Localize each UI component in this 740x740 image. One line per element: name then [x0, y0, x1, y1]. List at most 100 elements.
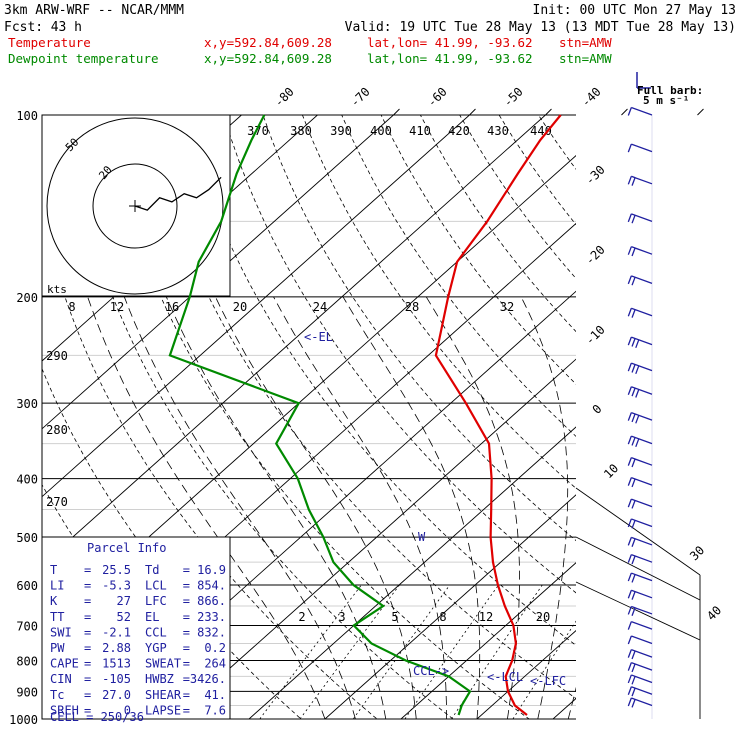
- wind-barb: [627, 213, 653, 224]
- isotherm-line: [324, 494, 576, 719]
- parcel-row-value: 1513: [102, 657, 131, 671]
- mixing-ratio-label: 32: [500, 300, 514, 314]
- isotherm-line: [172, 358, 576, 719]
- mixing-ratio-label: 28: [405, 300, 419, 314]
- wind-barb-flag: [627, 554, 632, 563]
- pressure-tick-label: 800: [16, 654, 38, 668]
- wind-barb: [627, 336, 653, 349]
- mixing-ratio-label: 5: [391, 610, 398, 624]
- dry-adiabat: [380, 115, 576, 385]
- wind-barb: [627, 143, 653, 153]
- parcel-row-equals: =: [84, 657, 91, 671]
- wind-barb-staff: [631, 143, 653, 153]
- isotherm-label: -10: [583, 323, 608, 348]
- wind-barb-flag: [627, 697, 632, 707]
- parcel-row-value: -2.1: [102, 625, 131, 639]
- parcel-row-equals: =: [183, 594, 190, 608]
- wind-barb-flag: [635, 438, 640, 448]
- theta-label: 400: [370, 124, 392, 138]
- isotherm-line: [42, 115, 470, 498]
- dewpoint-legend-latlon: lat,lon= 41.99, -93.62: [367, 51, 533, 66]
- wind-barb-flag: [627, 649, 632, 658]
- mixing-ratio-label: 3: [338, 610, 345, 624]
- el-annotation: <-EL: [304, 330, 333, 344]
- dry-adiabat: [578, 115, 740, 732]
- barb-legend-value: 5 m s⁻¹: [643, 94, 689, 107]
- parcel-row-equals: =: [183, 625, 190, 639]
- isotherm-extension: [575, 536, 701, 601]
- pressure-tick-label: 600: [16, 579, 38, 593]
- parcel-row-value: 832.: [197, 625, 226, 639]
- wind-barb-flag: [627, 606, 632, 615]
- parcel-row-value: 0: [124, 703, 131, 717]
- pressure-tick-label: 400: [16, 473, 38, 487]
- wind-barb: [627, 589, 653, 600]
- parcel-row-label: LI: [50, 579, 64, 593]
- isotherm-label: -60: [425, 85, 450, 110]
- wind-barb-flag: [627, 435, 632, 445]
- wind-barb: [627, 661, 653, 673]
- dry-adiabat: [262, 115, 576, 542]
- wind-barb-flag: [631, 607, 636, 617]
- moist-adiabat: [425, 296, 520, 719]
- wind-barb-flag: [635, 389, 640, 398]
- wind-barb-flag: [627, 412, 632, 421]
- wind-barb: [627, 605, 653, 617]
- parcel-row-value: 264: [204, 657, 226, 671]
- wind-barb-flag: [627, 572, 632, 582]
- parcel-row-value: 16.9: [197, 563, 226, 577]
- init-time: Init: 00 UTC Mon 27 May 13: [533, 3, 737, 18]
- mixing-ratio-line: [512, 620, 576, 719]
- mixing-ratio-label: 16: [165, 300, 179, 314]
- wind-barb: [627, 649, 653, 660]
- parcel-row-equals: =: [183, 641, 190, 655]
- wind-barb-flag: [631, 500, 636, 509]
- wind-barb-flag: [631, 650, 636, 660]
- wind-barb-flag: [631, 276, 636, 286]
- parcel-row-equals: =: [183, 703, 190, 717]
- parcel-row-label: K: [50, 594, 58, 608]
- pressure-tick-label: 200: [16, 291, 38, 305]
- wind-barb-flag: [631, 520, 636, 529]
- wind-barb-flag: [631, 214, 636, 224]
- fcst-value: 43 h: [51, 20, 82, 35]
- parcel-row-equals: =: [84, 563, 91, 577]
- wind-barb-flag: [627, 590, 632, 599]
- wind-barb-flag: [627, 477, 632, 486]
- wind-barb: [627, 635, 653, 645]
- wind-barb: [627, 674, 653, 685]
- isotherm-label: -40: [579, 85, 604, 110]
- parcel-info-frame: [41, 536, 231, 720]
- parcel-row-label: CIN: [50, 672, 72, 686]
- wind-barb-flag: [631, 338, 636, 347]
- ccl-annotation: CCL->: [413, 664, 449, 678]
- parcel-row-equals: =: [183, 672, 190, 686]
- mixing-ratio-label: 12: [110, 300, 124, 314]
- wind-barb-flag: [627, 107, 632, 116]
- dry-adiabat: [144, 115, 576, 700]
- parcel-row-label: TT: [50, 610, 64, 624]
- parcel-row-label: Td: [145, 563, 159, 577]
- pressure-tick-label: 500: [16, 531, 38, 545]
- mixing-ratio-label: 24: [313, 300, 327, 314]
- wind-barb-flag: [627, 686, 632, 695]
- wind-barb-flag: [631, 478, 636, 488]
- theta-label: 270: [46, 495, 68, 509]
- parcel-row-value: 854.: [197, 579, 226, 593]
- valid-time: Valid: 19 UTC Tue 28 May 13 (13 MDT Tue …: [345, 20, 736, 35]
- dry-adiabat: [696, 115, 740, 732]
- parcel-row-equals: =: [183, 688, 190, 702]
- wind-barb-flag: [627, 621, 632, 630]
- wind-barb-flag: [631, 676, 636, 685]
- wind-barb-flag: [631, 364, 636, 373]
- mixing-ratio-label: 20: [233, 300, 247, 314]
- wind-barb-flag: [631, 699, 636, 708]
- temperature-series: [434, 114, 562, 716]
- parcel-row-value: -105: [102, 672, 131, 686]
- wind-barb: [627, 275, 653, 286]
- isotherm-extension: [621, 108, 628, 116]
- parcel-row-value: 7.6: [204, 703, 226, 717]
- parcel-row-equals: =: [84, 641, 91, 655]
- wind-barb-flag: [635, 339, 640, 349]
- model-title: 3km ARW-WRF -- NCAR/MMM: [4, 3, 184, 18]
